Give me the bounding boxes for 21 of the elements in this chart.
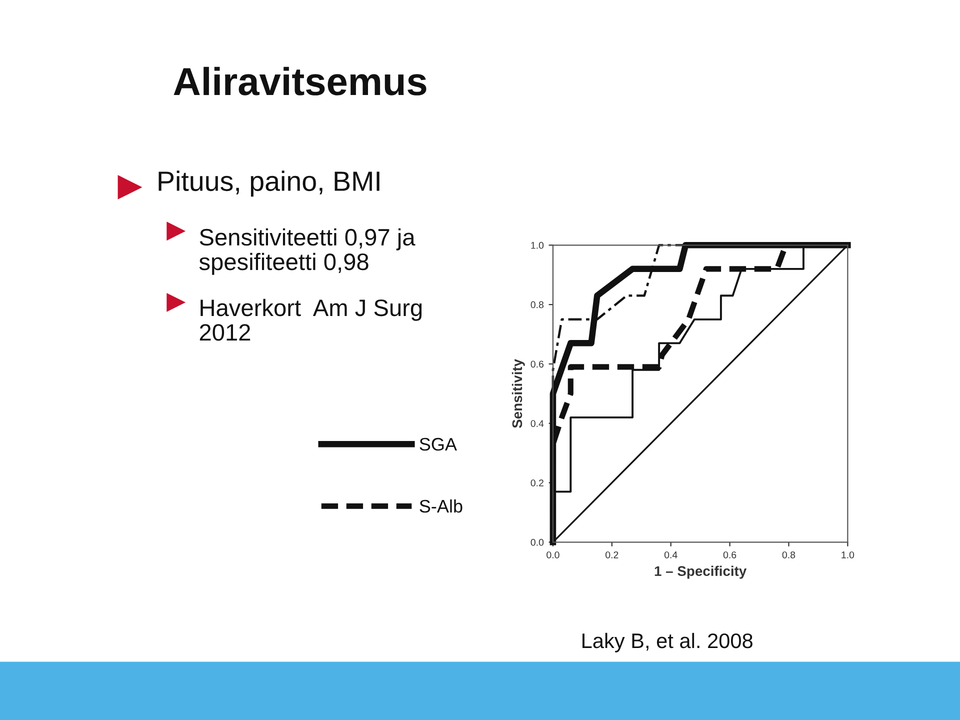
y-tick-label: 1.0 — [531, 242, 544, 249]
text: Haverkort Am J Surg 2012 — [200, 298, 422, 341]
y-axis-title: Sensitivity — [512, 358, 525, 428]
legend-label: S-Alb — [420, 499, 462, 513]
y-tick-label: 0.0 — [530, 538, 544, 546]
x-tick-label: 0.6 — [723, 551, 736, 558]
text: Laky B, et al. 2008 — [582, 632, 752, 652]
legend-label: SGA — [420, 438, 457, 451]
chart-title: Aliravitsemus — [174, 66, 426, 96]
y-tick-label: 0.6 — [530, 360, 544, 368]
x-tick-label: 0.2 — [606, 551, 618, 558]
x-tick-label: 0.0 — [546, 551, 560, 558]
text: Sensitiviteetti 0,97 ja spesifiteetti 0,98 — [199, 228, 416, 275]
x-tick-label: 0.8 — [782, 551, 796, 558]
y-tick-label: 0.4 — [530, 420, 544, 427]
y-tick-label: 0.2 — [530, 479, 544, 486]
x-axis-title: 1 – Specificity — [654, 566, 747, 579]
text: Pituus, paino, BMI — [158, 170, 380, 197]
x-tick-label: 0.4 — [664, 551, 678, 558]
x-tick-label: 1.0 — [842, 551, 854, 558]
y-tick-label: 0.8 — [530, 301, 544, 308]
